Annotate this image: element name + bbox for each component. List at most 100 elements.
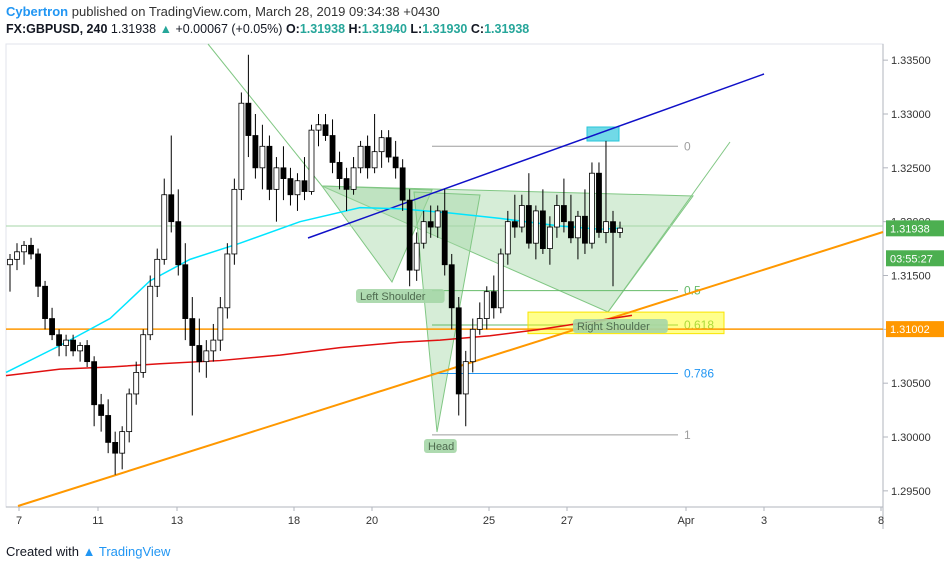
y-tick-label: 1.29500 <box>891 486 931 498</box>
close-label: C: <box>470 22 485 36</box>
candle-body <box>497 253 504 309</box>
tradingview-logo-icon: ▲ <box>82 544 96 559</box>
candle-body <box>147 285 154 336</box>
price-chart[interactable]: 1.335001.330001.325001.320001.315001.310… <box>0 0 948 540</box>
candle-body <box>455 307 462 395</box>
candle-body <box>28 244 34 255</box>
candle-body <box>406 199 413 271</box>
candle-body <box>329 135 336 163</box>
candle-body <box>266 145 273 190</box>
candle-body <box>35 253 41 287</box>
candle-body <box>357 145 364 169</box>
x-tick-label: 11 <box>92 515 103 527</box>
candle-body <box>84 345 91 363</box>
candle-body <box>189 318 196 346</box>
low-value: 1.31930 <box>422 22 468 36</box>
close-value: 1.31938 <box>484 22 530 36</box>
price-badge-label: 1.31002 <box>890 324 930 336</box>
open-value: 1.31938 <box>299 22 346 36</box>
x-tick-label: 8 <box>878 515 884 527</box>
candle-body <box>77 345 84 352</box>
candle-body <box>399 167 406 201</box>
price-badge <box>886 250 944 267</box>
pattern-projection-line <box>607 141 731 313</box>
y-tick-label: 1.30500 <box>891 378 931 390</box>
x-tick-label: 3 <box>761 515 767 527</box>
candle-body <box>392 156 399 169</box>
price-badge <box>886 220 944 237</box>
footer: Created with ▲ TradingView <box>6 544 170 559</box>
candle-body <box>322 124 329 136</box>
candle-body <box>203 350 210 363</box>
candle-body <box>294 180 301 196</box>
candle-body <box>610 221 616 233</box>
candle-body <box>553 205 560 228</box>
candle-body <box>378 137 385 153</box>
fib-level-label: 1 <box>684 428 691 442</box>
candle-body <box>462 361 469 395</box>
candle-body <box>589 172 595 244</box>
candle-body <box>315 124 322 131</box>
up-arrow-icon: ▲ <box>159 22 172 36</box>
left-shoulder-label: Left Shoulder <box>360 291 426 303</box>
candle-body <box>371 151 378 169</box>
candle-body <box>63 339 69 346</box>
candle-body <box>210 339 217 352</box>
candle-body <box>224 253 231 309</box>
candle-body <box>441 210 448 266</box>
candle-body <box>140 334 147 373</box>
candle-body <box>532 210 539 244</box>
candle-body <box>427 221 434 228</box>
candle-body <box>252 135 259 169</box>
candle-body <box>511 221 518 228</box>
right-shoulder-label-bg <box>573 319 668 333</box>
candle-body <box>596 172 602 233</box>
candle-body <box>490 291 497 309</box>
head-label-bg <box>424 439 457 453</box>
candle-body <box>308 129 315 192</box>
left-shoulder-label-bg <box>356 289 445 303</box>
candle-body <box>582 215 588 244</box>
candle-body <box>469 328 476 363</box>
candle-body <box>603 221 609 233</box>
x-tick-label: 20 <box>366 515 378 527</box>
tradingview-brand[interactable]: TradingView <box>98 544 171 559</box>
candle-body <box>56 334 62 346</box>
x-tick-label: 13 <box>171 515 183 527</box>
change-value: +0.00067 (+0.05%) <box>175 22 283 36</box>
fib-level-label: 0.786 <box>684 366 714 380</box>
candle-body <box>98 404 105 416</box>
candle-body <box>91 361 98 406</box>
y-tick-label: 1.32500 <box>891 163 931 175</box>
y-tick-label: 1.33000 <box>891 109 931 121</box>
fib-level-label: 0 <box>684 139 691 153</box>
candle-body <box>518 205 525 228</box>
candle-body <box>217 307 224 341</box>
y-tick-label: 1.31500 <box>891 271 931 283</box>
candle-body <box>182 264 189 319</box>
candle-body <box>196 345 203 363</box>
ma-red-line <box>5 314 633 377</box>
author-name[interactable]: Cybertron <box>6 4 69 19</box>
candle-body <box>617 227 623 233</box>
candle-body <box>434 210 441 228</box>
candle-body <box>259 145 266 169</box>
y-tick-label: 1.30000 <box>891 432 931 444</box>
candle-body <box>168 194 175 223</box>
low-label: L: <box>410 22 423 36</box>
x-tick-label: 27 <box>561 515 573 527</box>
candle-body <box>238 102 245 190</box>
candle-body <box>245 102 252 136</box>
candle-body <box>364 145 371 169</box>
candle-body <box>231 188 238 255</box>
candle-body <box>350 167 357 190</box>
candle-body <box>539 210 546 249</box>
candle-body <box>343 178 350 190</box>
symbol-label: FX:GBPUSD, 240 <box>6 22 108 36</box>
candle-body <box>575 215 581 239</box>
candle-body <box>476 318 483 330</box>
candle-body <box>133 372 140 395</box>
candle-body <box>273 167 280 190</box>
candle-body <box>42 285 48 319</box>
candle-body <box>525 205 532 244</box>
